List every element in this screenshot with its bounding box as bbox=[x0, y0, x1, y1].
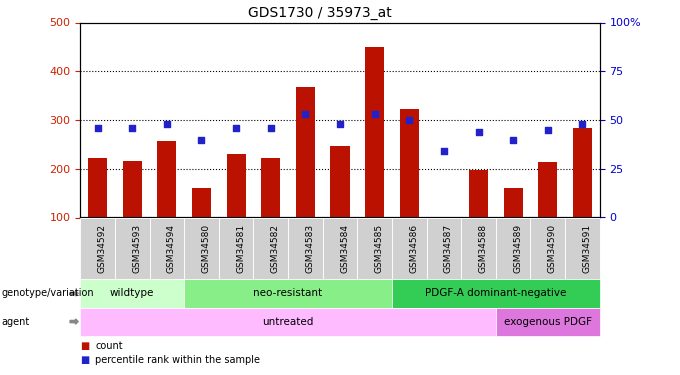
Point bbox=[161, 121, 172, 127]
Text: genotype/variation: genotype/variation bbox=[1, 288, 94, 298]
Text: agent: agent bbox=[1, 316, 30, 327]
Text: GSM34584: GSM34584 bbox=[340, 224, 349, 273]
Text: GDS1730 / 35973_at: GDS1730 / 35973_at bbox=[248, 6, 392, 20]
Point bbox=[335, 121, 345, 127]
Text: GSM34583: GSM34583 bbox=[305, 224, 314, 273]
Text: wildtype: wildtype bbox=[110, 288, 154, 298]
Text: ■: ■ bbox=[80, 355, 90, 365]
Point bbox=[577, 121, 588, 127]
Bar bbox=[469, 170, 488, 217]
Point bbox=[300, 111, 311, 117]
Point bbox=[92, 125, 103, 131]
Bar bbox=[435, 217, 454, 261]
Text: percentile rank within the sample: percentile rank within the sample bbox=[95, 355, 260, 365]
Bar bbox=[573, 128, 592, 217]
Text: GSM34588: GSM34588 bbox=[479, 224, 488, 273]
Text: GSM34590: GSM34590 bbox=[548, 224, 557, 273]
Bar bbox=[122, 161, 141, 218]
Text: GSM34581: GSM34581 bbox=[236, 224, 245, 273]
Text: GSM34592: GSM34592 bbox=[97, 224, 107, 273]
Point bbox=[265, 125, 276, 131]
Text: untreated: untreated bbox=[262, 316, 313, 327]
Text: GSM34594: GSM34594 bbox=[167, 224, 176, 273]
Bar bbox=[330, 146, 350, 218]
Point bbox=[508, 136, 519, 142]
Bar bbox=[539, 162, 558, 218]
Text: exogenous PDGF: exogenous PDGF bbox=[504, 316, 592, 327]
Text: GSM34585: GSM34585 bbox=[375, 224, 384, 273]
Text: GSM34593: GSM34593 bbox=[132, 224, 141, 273]
Text: GSM34586: GSM34586 bbox=[409, 224, 418, 273]
Text: GSM34591: GSM34591 bbox=[583, 224, 592, 273]
Point bbox=[126, 125, 137, 131]
Point bbox=[404, 117, 415, 123]
Bar bbox=[88, 158, 107, 218]
Text: GSM34589: GSM34589 bbox=[513, 224, 522, 273]
Text: GSM34582: GSM34582 bbox=[271, 224, 279, 273]
Text: GSM34587: GSM34587 bbox=[444, 224, 453, 273]
Bar bbox=[296, 87, 315, 218]
Text: GSM34580: GSM34580 bbox=[201, 224, 211, 273]
Point bbox=[231, 125, 241, 131]
Point bbox=[196, 136, 207, 142]
Point bbox=[369, 111, 380, 117]
Text: count: count bbox=[95, 341, 123, 351]
Point bbox=[543, 127, 554, 133]
Bar bbox=[261, 158, 280, 218]
Bar bbox=[365, 47, 384, 217]
Bar bbox=[157, 141, 176, 218]
Text: neo-resistant: neo-resistant bbox=[254, 288, 322, 298]
Bar bbox=[504, 188, 523, 218]
Bar bbox=[226, 154, 245, 218]
Point bbox=[439, 148, 449, 154]
Bar bbox=[192, 188, 211, 218]
Point bbox=[473, 129, 484, 135]
Text: PDGF-A dominant-negative: PDGF-A dominant-negative bbox=[425, 288, 566, 298]
Text: ■: ■ bbox=[80, 341, 90, 351]
Bar bbox=[400, 109, 419, 217]
